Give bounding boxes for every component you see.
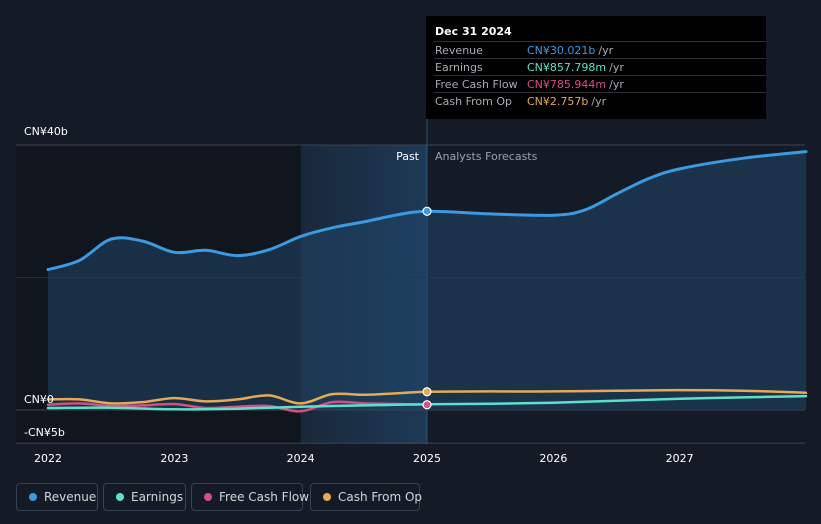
x-tick-label: 2024: [287, 452, 315, 465]
tooltip-unit: /yr: [598, 44, 614, 57]
legend-dot-icon: [29, 493, 37, 501]
tooltip-value-text: CN¥785.944m: [527, 78, 607, 91]
y-tick-label: -CN¥5b: [24, 426, 65, 439]
tooltip-label: Free Cash Flow: [435, 78, 518, 91]
legend-dot-icon: [204, 493, 212, 501]
tooltip: Dec 31 2024 Revenue CN¥30.021b/yr Earnin…: [426, 16, 766, 119]
legend-dot-icon: [116, 493, 124, 501]
tooltip-value: CN¥2.757b/yr: [527, 95, 606, 108]
tooltip-row-cash-from-op: Cash From Op CN¥2.757b/yr: [434, 92, 766, 110]
tooltip-value: CN¥857.798m/yr: [527, 61, 624, 74]
legend-label: Cash From Op: [338, 490, 423, 504]
legend-label: Free Cash Flow: [219, 490, 310, 504]
x-tick-label: 2027: [666, 452, 694, 465]
tooltip-value-text: CN¥857.798m: [527, 61, 607, 74]
marker-cash-from-op: [422, 387, 432, 397]
y-tick-label: CN¥0: [24, 393, 54, 406]
legend-item-revenue[interactable]: Revenue: [16, 483, 98, 511]
tooltip-value: CN¥30.021b/yr: [527, 44, 613, 57]
tooltip-row-revenue: Revenue CN¥30.021b/yr: [434, 41, 766, 59]
tooltip-value: CN¥785.944m/yr: [527, 78, 624, 91]
legend-item-cash-from-op[interactable]: Cash From Op: [310, 483, 423, 511]
tooltip-unit: /yr: [609, 78, 624, 91]
tooltip-unit: /yr: [609, 61, 624, 74]
tooltip-date: Dec 31 2024: [435, 25, 512, 38]
tooltip-label: Earnings: [435, 61, 483, 74]
forecast-label: Analysts Forecasts: [435, 150, 538, 163]
legend-label: Revenue: [44, 490, 97, 504]
series-line-revenue: [46, 150, 808, 272]
tooltip-value-text: CN¥2.757b: [527, 95, 589, 108]
x-tick-label: 2025: [413, 452, 441, 465]
tooltip-label: Revenue: [435, 44, 483, 57]
past-label: Past: [396, 150, 420, 163]
chart: CN¥40b CN¥0 -CN¥5b 2022 2023 2024 2025 2026 2027…: [16, 118, 808, 465]
x-tick-label: 2026: [539, 452, 567, 465]
tooltip-row-earnings: Earnings CN¥857.798m/yr: [434, 58, 766, 76]
y-tick-label: CN¥40b: [24, 125, 68, 138]
tooltip-row-free-cash-flow: Free Cash Flow CN¥785.944m/yr: [434, 75, 766, 93]
x-tick-label: 2023: [160, 452, 188, 465]
tooltip-label: Cash From Op: [435, 95, 513, 108]
x-tick-label: 2022: [34, 452, 62, 465]
marker-free-cash-flow: [422, 400, 432, 410]
series-line-free-cash-flow: [46, 400, 429, 413]
legend-label: Earnings: [131, 490, 184, 504]
legend-item-free-cash-flow[interactable]: Free Cash Flow: [191, 483, 309, 511]
marker-revenue: [422, 206, 432, 216]
legend-item-earnings[interactable]: Earnings: [103, 483, 186, 511]
legend-dot-icon: [323, 493, 331, 501]
series-line-cash-from-op: [46, 388, 808, 405]
tooltip-value-text: CN¥30.021b: [527, 44, 596, 57]
tooltip-unit: /yr: [591, 95, 607, 108]
